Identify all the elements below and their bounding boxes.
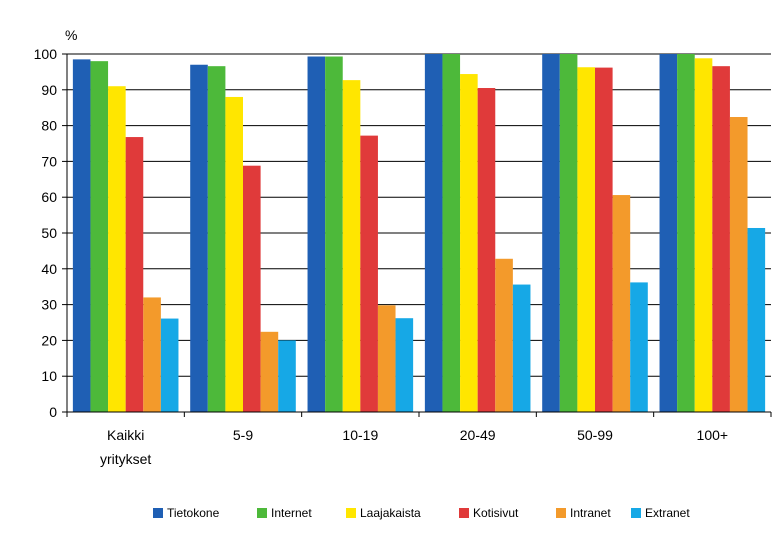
y-tick-label: 90 (41, 82, 57, 98)
legend-label-intranet: Intranet (570, 506, 611, 520)
bar-tietokone-1 (190, 64, 208, 413)
legend-label-internet: Internet (271, 506, 312, 520)
bar-intranet-1 (260, 331, 279, 412)
bar-kotisivut-1 (243, 165, 261, 412)
bar-kotisivut-5 (712, 66, 730, 412)
bar-extranet-1 (278, 340, 296, 412)
bar-kotisivut-0 (125, 137, 144, 412)
bar-intranet-3 (495, 258, 513, 412)
y-tick-label: 20 (41, 332, 57, 348)
bar-intranet-4 (612, 195, 631, 412)
y-tick-label: 0 (49, 404, 57, 420)
x-category-label: 5-9 (233, 427, 253, 443)
legend-label-tietokone: Tietokone (167, 506, 220, 520)
bar-internet-4 (559, 54, 578, 412)
legend-label-laajakaista: Laajakaista (360, 506, 421, 520)
bar-extranet-2 (395, 318, 414, 412)
legend-swatch-intranet (556, 508, 566, 518)
bar-tietokone-3 (424, 54, 443, 412)
y-tick-label: 50 (41, 225, 57, 241)
bar-laajakaista-4 (577, 67, 595, 412)
bar-laajakaista-0 (108, 86, 126, 412)
bar-tietokone-0 (72, 59, 91, 413)
y-tick-label: 70 (41, 153, 57, 169)
bar-laajakaista-2 (342, 80, 361, 412)
bar-intranet-0 (143, 297, 161, 412)
legend-swatch-laajakaista (346, 508, 356, 518)
y-tick-label: 100 (34, 46, 58, 62)
y-axis-ticks: 0 10 20 30 40 50 60 70 80 90 100 (34, 46, 67, 420)
bar-extranet-3 (512, 284, 531, 412)
bar-internet-5 (677, 54, 695, 412)
x-category-label: Kaikki (107, 427, 144, 443)
bar-intranet-2 (377, 305, 396, 412)
legend-swatch-kotisivut (459, 508, 469, 518)
legend-label-kotisivut: Kotisivut (473, 506, 519, 520)
bar-tietokone-4 (542, 54, 560, 412)
y-tick-label: 80 (41, 118, 57, 134)
y-tick-label: 10 (41, 368, 57, 384)
x-category-label: 100+ (697, 427, 729, 443)
bar-internet-1 (207, 66, 226, 412)
y-axis-unit-label: % (65, 27, 77, 43)
x-category-label: yritykset (100, 451, 151, 467)
bar-laajakaista-1 (225, 96, 243, 413)
legend-swatch-tietokone (153, 508, 163, 518)
bar-internet-0 (90, 61, 109, 412)
bar-internet-2 (325, 56, 343, 412)
y-tick-label: 30 (41, 297, 57, 313)
x-category-label: 50-99 (577, 427, 613, 443)
x-category-label: 10-19 (342, 427, 378, 443)
bar-intranet-5 (729, 117, 748, 413)
legend-swatch-extranet (631, 508, 641, 518)
grid-lines (67, 53, 771, 413)
y-tick-label: 60 (41, 189, 57, 205)
bars (72, 54, 766, 413)
legend-swatch-internet (257, 508, 267, 518)
bar-extranet-5 (747, 227, 766, 412)
legend-label-extranet: Extranet (645, 506, 690, 520)
bar-laajakaista-5 (694, 58, 713, 413)
y-tick-label: 40 (41, 261, 57, 277)
legend: Tietokone Internet Laajakaista Kotisivut Int… (153, 506, 690, 520)
bar-kotisivut-2 (360, 135, 378, 412)
x-axis-categories: Kaikki yritykset 5-9 10-19 20-49 50-99 100+ (66, 412, 772, 467)
bar-extranet-0 (160, 318, 179, 412)
bar-kotisivut-3 (477, 88, 496, 412)
x-category-label: 20-49 (460, 427, 496, 443)
bar-extranet-4 (630, 282, 648, 412)
bar-tietokone-2 (307, 56, 326, 412)
bar-internet-3 (442, 54, 461, 412)
bar-tietokone-5 (659, 54, 678, 412)
bar-kotisivut-4 (595, 67, 613, 412)
bar-laajakaista-3 (460, 74, 478, 412)
